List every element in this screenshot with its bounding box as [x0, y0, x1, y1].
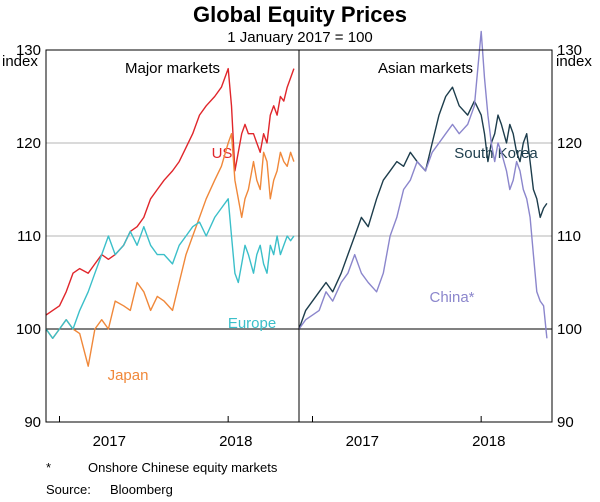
x-tick-label: 2018: [219, 433, 252, 450]
y-tick-label-right: 110: [557, 228, 581, 245]
y-tick-label-right: 120: [557, 135, 582, 152]
x-tick-label: 2018: [472, 433, 505, 450]
footnote: Onshore Chinese equity markets: [88, 460, 278, 475]
y-axis-label-right: index: [556, 53, 592, 70]
y-axis-label-left: index: [2, 53, 38, 70]
chart-title: Global Equity Prices: [193, 2, 407, 27]
series-line-china: [298, 30, 548, 339]
panel-title: Major markets: [125, 60, 220, 77]
y-tick-label-left: 120: [16, 135, 41, 152]
x-tick-label: 2017: [93, 433, 126, 450]
y-tick-label-right: 90: [557, 414, 574, 431]
series-line-us: [45, 67, 295, 316]
series-label-europe: Europe: [228, 315, 276, 332]
series-label-us: US: [212, 145, 233, 162]
source-label: Source:: [46, 482, 91, 497]
x-tick-label: 2017: [346, 433, 379, 450]
series-label-japan: Japan: [108, 367, 149, 384]
y-tick-label-right: 130: [557, 42, 582, 59]
source-value: Bloomberg: [110, 482, 173, 497]
plot-area: 90 90 100 100 110 110 120 120 130 130 Major market…: [16, 30, 582, 450]
series-line-europe: [45, 198, 295, 339]
y-tick-label-left: 110: [17, 228, 41, 245]
series-label-china: China*: [429, 289, 474, 306]
y-tick-label-left: 90: [24, 414, 41, 431]
y-tick-label-right: 100: [557, 321, 582, 338]
series-line-japan: [45, 133, 295, 367]
panel-title: Asian markets: [378, 60, 473, 77]
y-tick-label-left: 100: [16, 321, 41, 338]
footnote-marker: *: [46, 460, 51, 475]
series-line-south-korea: [298, 86, 548, 330]
y-tick-label-left: 130: [16, 42, 41, 59]
chart-subtitle: 1 January 2017 = 100: [227, 29, 373, 46]
